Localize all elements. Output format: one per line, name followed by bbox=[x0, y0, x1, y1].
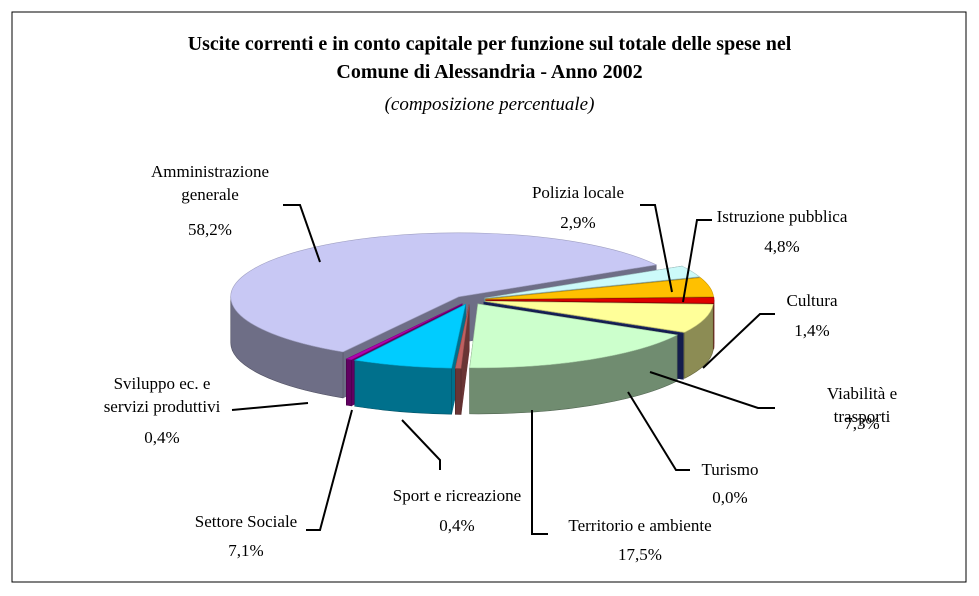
chart-title: Uscite correnti e in conto capitale per … bbox=[187, 33, 792, 83]
leader-line bbox=[306, 409, 353, 531]
leader-line bbox=[702, 313, 775, 369]
value-label: 4,8% bbox=[764, 237, 800, 256]
slice bbox=[484, 265, 701, 299]
leader-line bbox=[682, 219, 712, 303]
slice-label: Sport e ricreazione bbox=[392, 486, 522, 505]
value-label: 0,4% bbox=[439, 516, 475, 535]
leader-line bbox=[283, 204, 321, 263]
slice-label: Istruzione pubblica bbox=[716, 207, 848, 226]
leader-line bbox=[231, 402, 309, 411]
slice-label: Polizia locale bbox=[531, 183, 625, 202]
slice-label: Cultura bbox=[786, 291, 838, 310]
slice bbox=[353, 303, 466, 369]
value-label: 1,4% bbox=[794, 321, 830, 340]
value-label: 7,1% bbox=[228, 541, 264, 560]
slice bbox=[469, 303, 679, 369]
slice-label: Amministrazione generale bbox=[150, 162, 270, 204]
leader-line bbox=[649, 371, 775, 409]
slice-label: Settore Sociale bbox=[194, 512, 298, 531]
value-label: 0,4% bbox=[144, 428, 180, 447]
slice-side bbox=[346, 358, 352, 407]
slice bbox=[485, 277, 714, 300]
slice bbox=[485, 300, 714, 333]
slice-side bbox=[354, 359, 452, 415]
slice bbox=[454, 304, 470, 369]
slice-side bbox=[455, 368, 462, 415]
slice-label: Turismo bbox=[701, 460, 759, 479]
value-label: 17,5% bbox=[618, 545, 662, 564]
leader-line bbox=[401, 419, 441, 470]
value-label: 0,0% bbox=[712, 488, 748, 507]
slice bbox=[345, 303, 463, 361]
value-label: 58,2% bbox=[188, 220, 232, 239]
slice-label: Territorio e ambiente bbox=[568, 516, 712, 535]
chart-subtitle: (composizione percentuale) bbox=[384, 94, 595, 115]
leader-line bbox=[640, 204, 673, 293]
slice-label: Sviluppo ec. e servizi produttivi bbox=[103, 374, 221, 416]
value-label: 2,9% bbox=[560, 213, 596, 232]
leader-line bbox=[627, 391, 690, 471]
slice bbox=[483, 301, 684, 334]
slice bbox=[485, 297, 715, 304]
slice bbox=[230, 232, 658, 353]
leader-line bbox=[531, 410, 548, 535]
value-label: 7,3% bbox=[844, 414, 880, 433]
slice-label: Viabilità e trasporti bbox=[826, 384, 898, 426]
